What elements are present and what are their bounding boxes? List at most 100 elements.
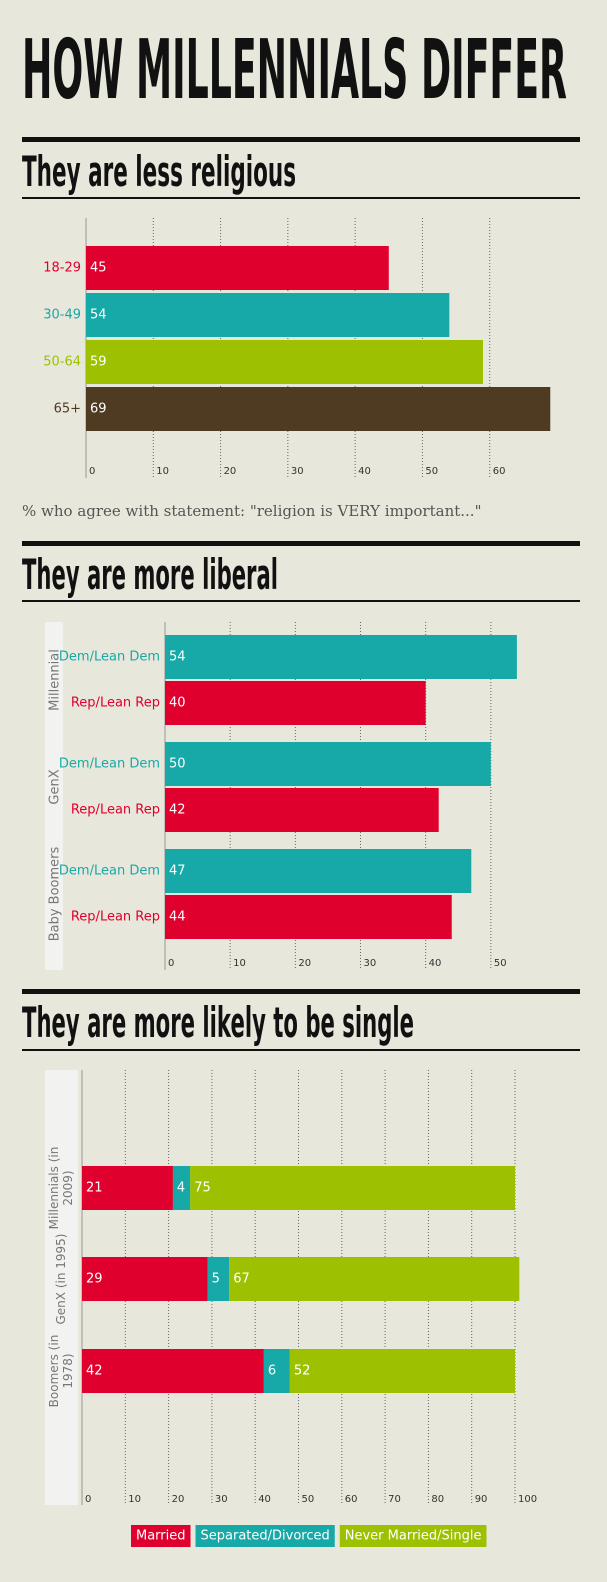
rule [22, 197, 580, 199]
series-label: Dem/Lean Dem [59, 650, 160, 665]
legend-label: Separated/Divorced [201, 1529, 330, 1544]
x-tick-label: 0 [89, 466, 95, 477]
x-tick-label: 20 [224, 466, 237, 477]
category-label: GenX (in 1995) [54, 1233, 68, 1325]
value-label: 4 [177, 1181, 185, 1196]
bar [165, 635, 517, 679]
x-tick-label: 10 [156, 466, 169, 477]
bar [165, 788, 439, 832]
series-label: Rep/Lean Rep [71, 910, 160, 925]
series-label: Dem/Lean Dem [59, 864, 160, 879]
x-tick-label: 20 [172, 1494, 185, 1505]
value-label: 50 [169, 757, 186, 772]
bar [86, 246, 389, 290]
x-tick-label: 30 [291, 466, 304, 477]
group-label: Millennial [48, 649, 63, 711]
x-tick-label: 70 [388, 1494, 401, 1505]
rule [22, 600, 580, 602]
value-label: 45 [90, 261, 107, 276]
section-title: They are more liberal [22, 550, 278, 599]
value-label: 29 [86, 1272, 103, 1287]
category-label-box: Millennials (in 2009) [47, 1146, 75, 1230]
value-label: 5 [212, 1272, 220, 1287]
value-label: 69 [90, 402, 107, 417]
bar [165, 681, 426, 725]
value-label: 54 [169, 650, 186, 665]
value-label: 21 [86, 1181, 103, 1196]
x-tick-label: 10 [128, 1494, 141, 1505]
x-tick-label: 50 [302, 1494, 315, 1505]
rule [22, 1049, 580, 1051]
group-label: GenX [48, 769, 63, 804]
rule [22, 989, 580, 994]
x-tick-label: 50 [494, 958, 507, 969]
value-label: 54 [90, 308, 107, 323]
x-tick-label: 80 [431, 1494, 444, 1505]
category-label: 65+ [54, 402, 81, 417]
bar [165, 895, 452, 939]
x-tick-label: 30 [364, 958, 377, 969]
category-panel [45, 1070, 78, 1505]
value-label: 75 [194, 1181, 211, 1196]
value-label: 42 [169, 803, 186, 818]
value-label: 44 [169, 910, 186, 925]
bar [82, 1257, 208, 1301]
series-label: Rep/Lean Rep [71, 696, 160, 711]
x-tick-label: 30 [215, 1494, 228, 1505]
section-title: They are more likely to be single [22, 998, 414, 1047]
x-tick-label: 10 [233, 958, 246, 969]
x-tick-label: 0 [168, 958, 174, 969]
x-tick-label: 40 [358, 466, 371, 477]
bar [165, 849, 472, 893]
section-title: They are less religious [22, 147, 296, 196]
x-tick-label: 100 [518, 1494, 537, 1505]
category-label: Boomers (in 1978) [47, 1334, 75, 1408]
bar [165, 742, 491, 786]
x-tick-label: 40 [429, 958, 442, 969]
bar [82, 1349, 264, 1393]
group-panel [45, 622, 63, 970]
category-label: 18-29 [43, 261, 81, 276]
legend-label: Never Married/Single [345, 1529, 482, 1544]
x-tick-label: 60 [345, 1494, 358, 1505]
value-label: 40 [169, 696, 186, 711]
bar [263, 1349, 290, 1393]
rule [22, 137, 580, 142]
bar [190, 1166, 515, 1210]
series-label: Dem/Lean Dem [59, 757, 160, 772]
bar [207, 1257, 230, 1301]
x-tick-label: 40 [258, 1494, 271, 1505]
value-label: 6 [268, 1364, 276, 1379]
category-label-box: GenX (in 1995) [54, 1233, 68, 1325]
bar [289, 1349, 515, 1393]
category-label: Millennials (in 2009) [47, 1146, 75, 1230]
bar [172, 1166, 191, 1210]
bar [86, 387, 551, 431]
series-label: Rep/Lean Rep [71, 803, 160, 818]
value-label: 67 [233, 1272, 250, 1287]
value-label: 42 [86, 1364, 103, 1379]
value-label: 47 [169, 864, 186, 879]
legend-swatch [131, 1525, 191, 1547]
category-label-box: Boomers (in 1978) [47, 1334, 75, 1408]
x-tick-label: 60 [493, 466, 506, 477]
x-tick-label: 20 [298, 958, 311, 969]
legend-label: Married [136, 1529, 186, 1544]
category-label: 50-64 [43, 355, 81, 370]
x-tick-label: 50 [425, 466, 438, 477]
value-label: 59 [90, 355, 107, 370]
value-label: 52 [294, 1364, 311, 1379]
x-tick-label: 90 [475, 1494, 488, 1505]
x-tick-label: 0 [85, 1494, 91, 1505]
page-title: HOW MILLENNIALS DIFFER [22, 23, 567, 118]
group-label: Baby Boomers [48, 846, 63, 941]
legend-swatch [339, 1525, 487, 1547]
category-label: 30-49 [43, 308, 81, 323]
bar [82, 1166, 173, 1210]
legend-swatch [195, 1525, 335, 1547]
rule [22, 541, 580, 546]
bar [86, 293, 450, 337]
bar [86, 340, 483, 384]
annotation: % who agree with statement: "religion is… [22, 502, 481, 520]
